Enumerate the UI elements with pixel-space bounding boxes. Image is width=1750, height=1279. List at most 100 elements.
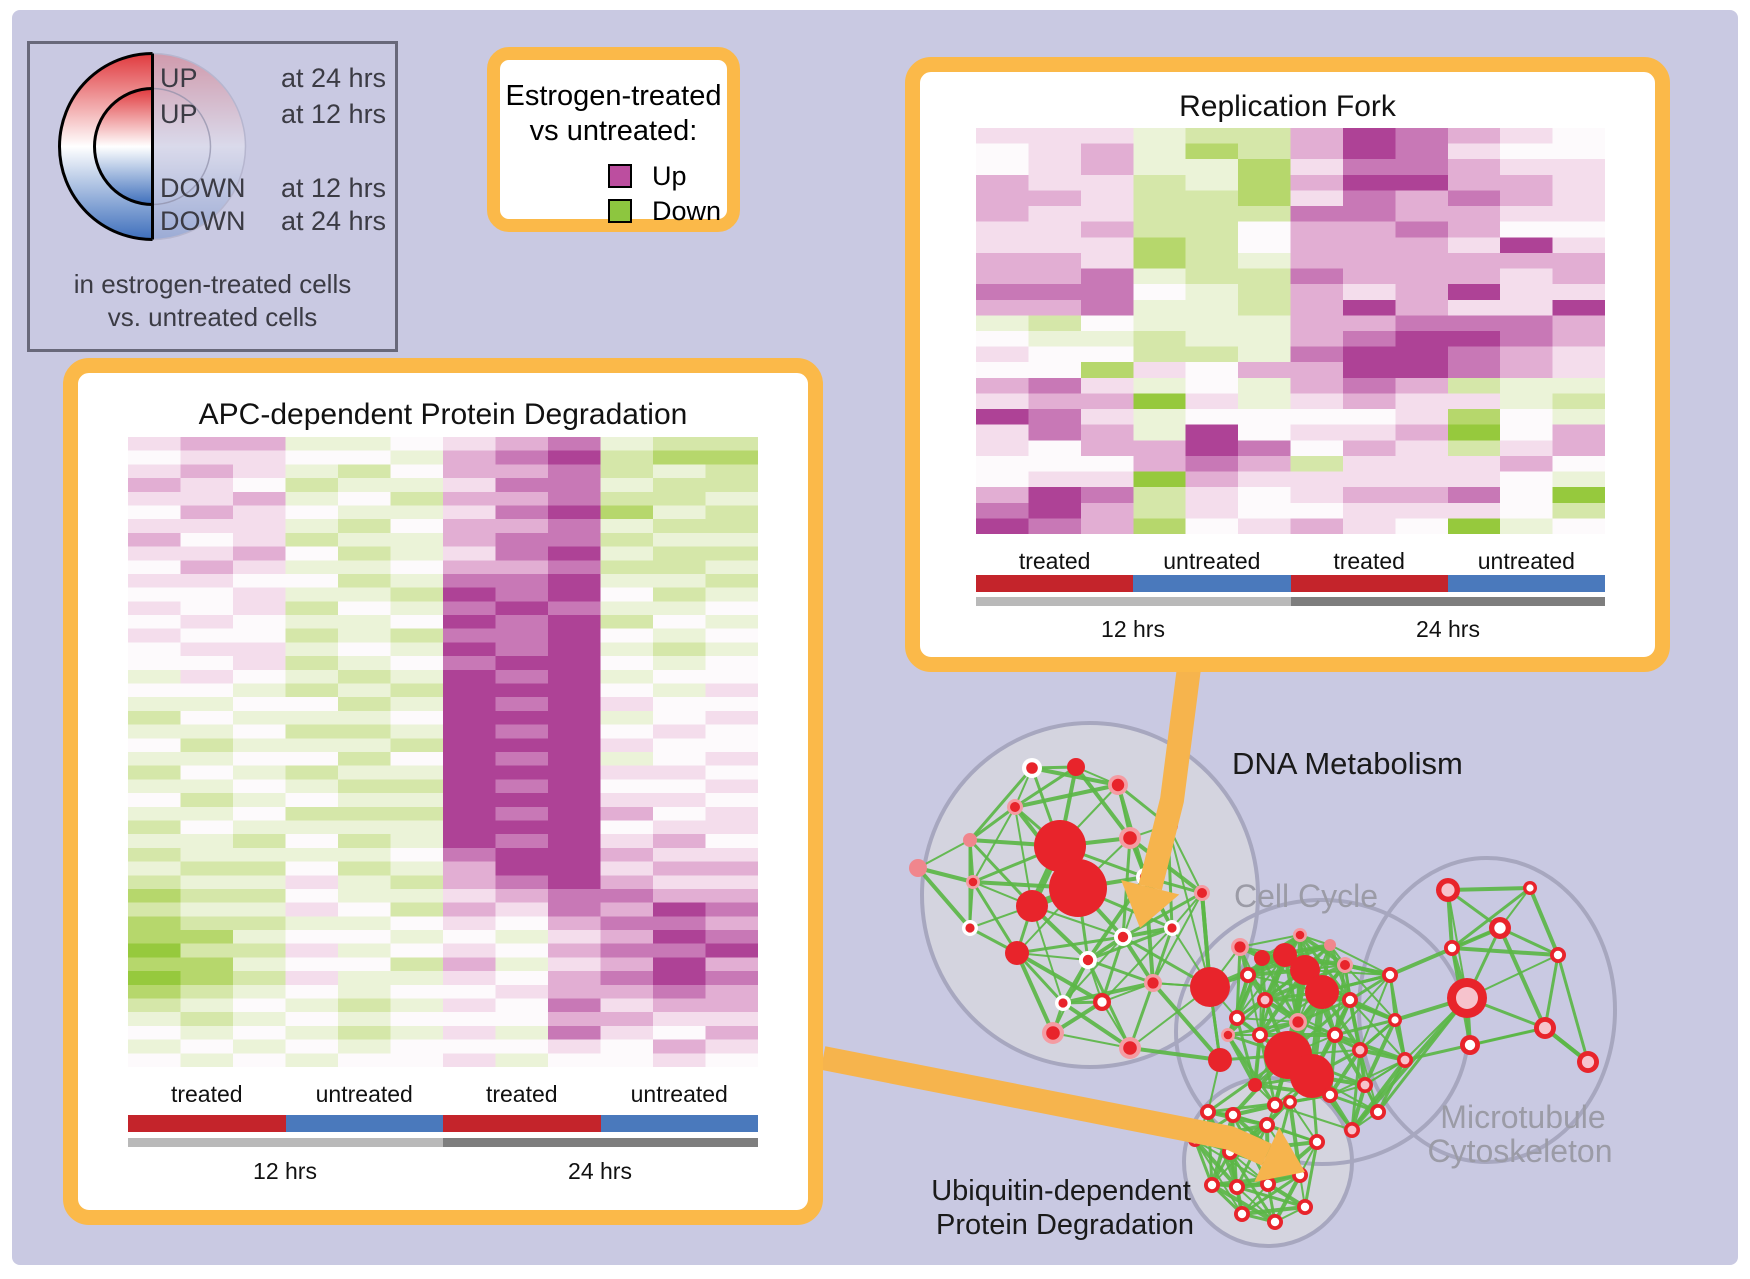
heatmap-cell [285,1039,339,1054]
heatmap-cell [1238,362,1291,379]
heatmap-cell [1552,143,1605,160]
heatmap-cell [600,628,654,643]
heatmap-cell [600,560,654,575]
gene-node-core [1260,995,1270,1005]
heatmap-cell [705,820,758,835]
heatmap-cell [548,628,601,643]
cluster-label: DNA Metabolism [1232,746,1463,781]
heatmap-cell [390,943,444,958]
heatmap-cell [705,464,758,479]
heatmap-cell [233,930,286,945]
heatmap-cell [705,738,758,753]
heatmap-cell [1290,268,1344,285]
heatmap-cell [1133,128,1187,145]
heatmap-cell [180,560,234,575]
heatmap-cell [233,491,286,506]
gene-node-red [1016,890,1048,922]
replication-fork-title: Replication Fork [1179,90,1396,123]
heatmap-cell [1238,424,1291,441]
heatmap-cell [443,519,496,534]
apc-title: APC-dependent Protein Degradation [198,398,688,431]
network-edge [1101,982,1154,1003]
heatmap-cell [338,847,391,863]
heatmap-cell [600,601,654,616]
heatmap-cell [1133,393,1187,410]
heatmap-cell [600,847,654,863]
heatmap-cell [705,971,758,986]
heatmap-cell [1028,315,1082,332]
heatmap-cell [1185,471,1239,488]
heatmap-cell [338,560,391,575]
heatmap-cell [548,820,601,835]
heatmap-cell [233,793,286,808]
heatmap-cell [1395,128,1449,145]
heatmap-cell [443,1053,496,1067]
heatmap-cell [976,252,1029,270]
heatmap-cell [390,532,444,548]
heatmap-cell [1238,471,1291,488]
heatmap-cell [1185,518,1239,534]
heatmap-cell [338,615,391,630]
apc-group-label-1: treated [170,1081,243,1107]
heatmap-cell [338,1039,391,1054]
heatmap-cell [285,971,339,986]
heatmap-cell [128,642,181,657]
heatmap-cell [1552,487,1605,504]
heatmap-cell [548,601,601,616]
gene-node-core [1286,1098,1294,1106]
heatmap-cell [1133,159,1187,176]
node-color-legend-box: UP at 24 hrs UP at 12 hrs DOWN at 12 hrs… [27,41,398,352]
gene-node-core [1237,1209,1247,1219]
heatmap-cell [653,628,706,643]
network-edge [1328,944,1352,1001]
heatmap-cell [653,793,706,808]
heatmap-cell [233,902,286,917]
heatmap-cell [653,820,706,835]
heatmap-cell [1500,284,1554,301]
heatmap-cell [548,888,601,904]
heatmap-cell [976,518,1029,534]
heatmap-cell [653,861,706,876]
gene-node-core [1270,1217,1280,1227]
heatmap-cell [1500,315,1554,332]
heatmap-cell [233,560,286,575]
heatmap-cell [285,724,339,739]
replication-fork-box: Replication Fork treated untreated treat… [905,57,1670,672]
heatmap-cell [390,820,444,835]
heatmap-cell [285,793,339,808]
heatmap-cell [548,902,601,917]
heatmap-cell [1552,268,1605,285]
heatmap-cell [495,642,549,657]
heatmap-cell [600,793,654,808]
heatmap-cell [600,478,654,493]
heatmap-cell [600,875,654,890]
heatmap-cell [128,601,181,616]
heatmap-cell [1552,471,1605,488]
heatmap-cell [1028,455,1082,473]
heatmap-cell [233,738,286,753]
heatmap-cell [180,478,234,493]
gene-node-core [1447,943,1457,953]
heatmap-cell [600,806,654,821]
rf-untreated-bar-12 [1133,575,1291,592]
heatmap-cell [1133,518,1187,534]
heatmap-cell [443,546,496,561]
cluster-label: Microtubule [1440,1099,1605,1135]
estrogen-legend-title-line1: Estrogen-treated [505,80,722,112]
heatmap-cell [1500,143,1554,160]
heatmap-cell [1185,174,1239,191]
heatmap-cell [233,437,286,452]
heatmap-cell [285,957,339,972]
apc-treated-bar-24 [443,1115,601,1132]
gene-node-core [1355,1045,1365,1055]
heatmap-cell [128,1012,181,1027]
arrow-head-apc-to-ubiquitin [1254,1127,1305,1182]
cluster-label: Ubiquitin-dependent [931,1175,1191,1207]
heatmap-cell [285,765,339,780]
heatmap-cell [1290,424,1344,441]
heatmap-cell [1028,440,1082,457]
heatmap-cell [1500,190,1554,207]
network-edge [1241,1205,1306,1216]
heatmap-cell [180,587,234,602]
network-edge [1498,927,1547,1029]
